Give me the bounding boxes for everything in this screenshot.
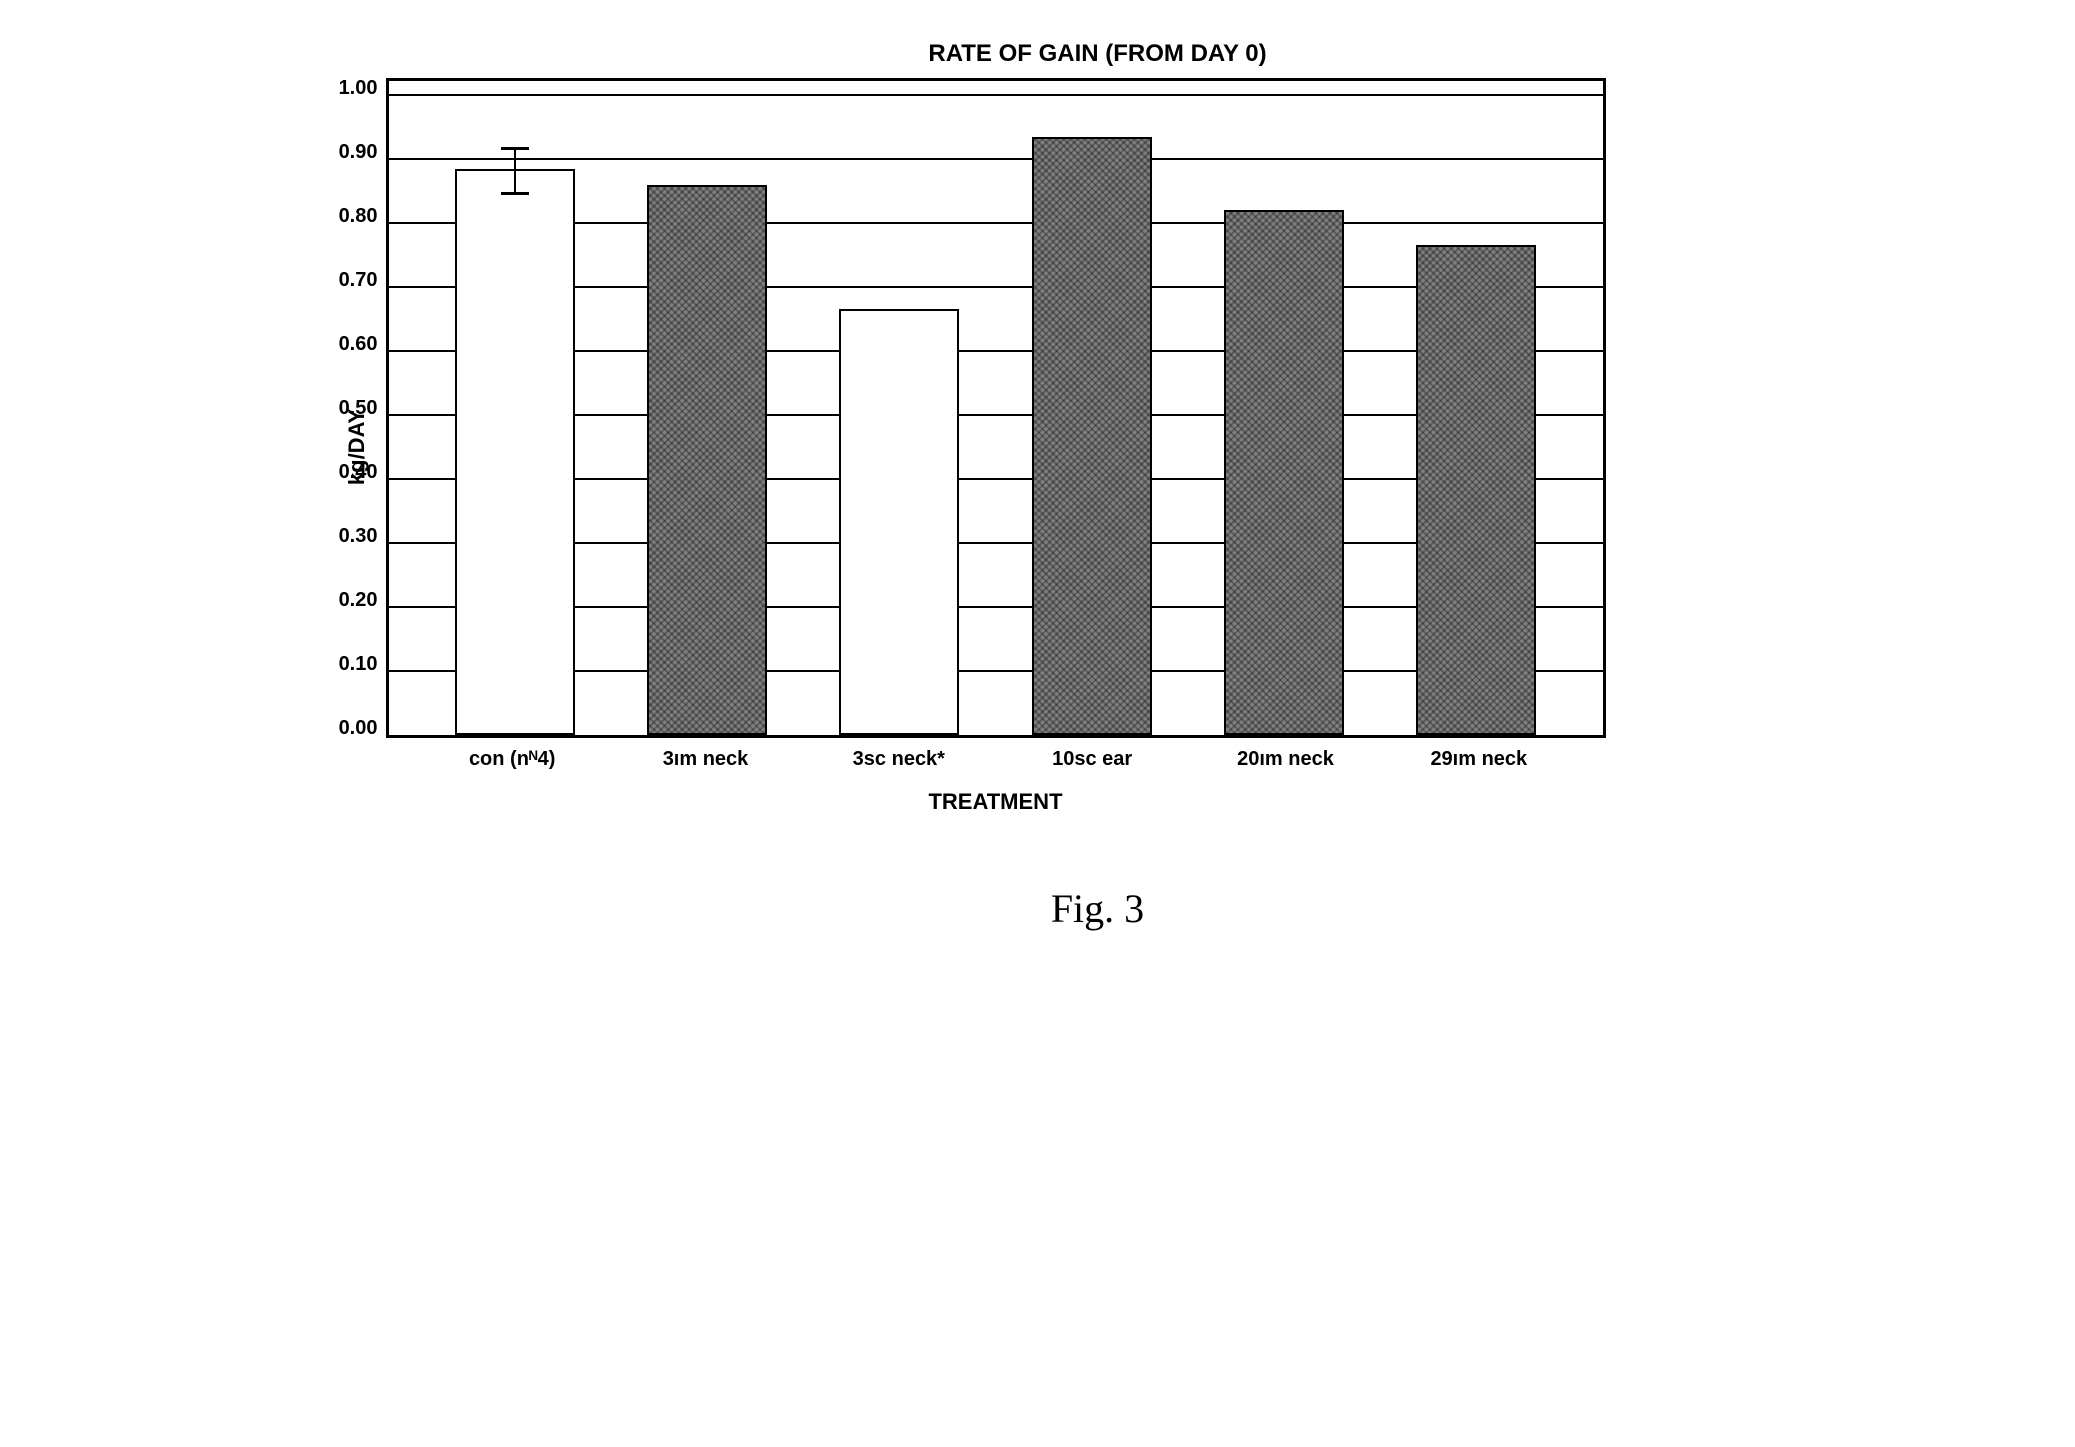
bars-container [389, 95, 1603, 735]
bar-slot [803, 95, 995, 735]
bar [839, 309, 959, 735]
figure: RATE OF GAIN (FROM DAY 0) kg/DAY 1.00 0.… [338, 40, 1738, 932]
plot-column: con (nᴺ4) 3ım neck 3sc neck* 10sc ear 20… [386, 78, 1606, 815]
figure-caption: Fig. 3 [458, 885, 1738, 932]
bar [1416, 245, 1536, 735]
x-tick: 10sc ear [995, 748, 1188, 771]
x-tick: 3sc neck* [802, 748, 995, 771]
x-tick: con (nᴺ4) [416, 748, 609, 771]
bar-slot [995, 95, 1187, 735]
x-tick: 29ım neck [1382, 748, 1575, 771]
y-axis-ticks: 1.00 0.90 0.80 0.70 0.60 0.50 0.40 0.30 … [378, 98, 386, 738]
x-tick: 3ım neck [609, 748, 802, 771]
bar [1224, 210, 1344, 735]
bar [455, 169, 575, 735]
ylabel-wrap: kg/DAY [338, 78, 378, 815]
error-bar [514, 148, 516, 193]
bar-slot [1188, 95, 1380, 735]
chart-outer: kg/DAY 1.00 0.90 0.80 0.70 0.60 0.50 0.4… [338, 78, 1738, 815]
x-axis-label: TREATMENT [386, 789, 1606, 815]
bar-slot [611, 95, 803, 735]
chart-title: RATE OF GAIN (FROM DAY 0) [458, 40, 1738, 68]
bar [647, 185, 767, 735]
bar-slot [419, 95, 611, 735]
bar-slot [1380, 95, 1572, 735]
plot-frame [386, 78, 1606, 738]
bar [1032, 137, 1152, 735]
x-axis-ticks: con (nᴺ4) 3ım neck 3sc neck* 10sc ear 20… [386, 748, 1606, 771]
error-cap-bottom [501, 192, 529, 195]
plot-area [389, 95, 1603, 735]
x-tick: 20ım neck [1189, 748, 1382, 771]
error-cap-top [501, 147, 529, 150]
